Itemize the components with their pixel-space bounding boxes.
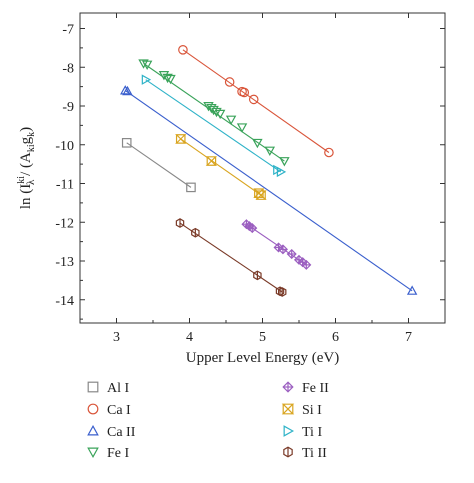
x-tick-label: 4 <box>186 330 193 345</box>
legend-label-fe-ii: Fe II <box>302 381 329 396</box>
legend-item-ca-ii: Ca II <box>87 424 136 440</box>
y-title-mid: / (A <box>18 152 34 180</box>
data-point-si-i <box>255 190 267 200</box>
data-point-fe-ii <box>286 248 297 260</box>
data-point-fe-i <box>138 59 149 69</box>
x-axis-title: Upper Level Energy (eV) <box>186 350 339 366</box>
data-point-fe-i <box>225 115 237 125</box>
x-tick-label: 3 <box>113 330 120 345</box>
data-point-ti-i <box>141 74 152 85</box>
data-point-fe-i <box>264 146 276 156</box>
y-tick-label: -10 <box>55 139 74 154</box>
y-tick-label: -11 <box>56 178 74 193</box>
data-point-ca-ii <box>122 85 133 96</box>
y-title-lambda: λ <box>25 179 37 185</box>
y-tick-label: -7 <box>62 23 74 38</box>
legend-label-ti-i: Ti I <box>302 425 322 440</box>
data-point-fe-i <box>236 123 248 133</box>
data-point-ti-ii <box>253 270 262 281</box>
data-point-fe-i <box>165 74 176 85</box>
data-point-fe-i <box>211 107 222 118</box>
legend: Al I Ca I Ca II Fe I Fe II Si I Ti I Ti II <box>87 381 329 461</box>
data-point-al-i <box>186 182 196 193</box>
y-tick-label: -9 <box>62 100 74 115</box>
legend-marker-ti-ii <box>283 446 293 458</box>
legend-marker-ca-ii <box>87 424 99 436</box>
legend-item-fe-i: Fe I <box>87 446 130 461</box>
data-point-fe-ii <box>277 244 288 255</box>
legend-label-ti-ii: Ti II <box>302 446 327 461</box>
legend-marker-al-i <box>87 381 99 393</box>
data-point-fe-i <box>141 60 153 70</box>
data-point-fe-i <box>279 157 290 167</box>
data-point-fe-ii <box>247 223 258 234</box>
x-tick-label: 5 <box>259 330 266 345</box>
data-point-ca-i <box>324 147 334 158</box>
y-title-g: g <box>18 136 34 144</box>
fit-lines <box>124 49 413 293</box>
legend-item-fe-ii: Fe II <box>282 381 329 396</box>
legend-item-ca-i: Ca I <box>87 403 131 418</box>
data-point-ca-ii <box>406 285 418 295</box>
legend-marker-ti-i <box>283 425 295 437</box>
data-point-fe-i <box>214 109 226 120</box>
fit-line-al-i <box>126 142 192 188</box>
data-point-si-i <box>205 156 218 166</box>
legend-item-ti-i: Ti I <box>283 425 322 440</box>
y-title-sup: ki <box>16 176 27 184</box>
y-title-suffix: ) <box>18 127 34 132</box>
data-point-ti-i <box>276 166 287 178</box>
data-point-ca-ii <box>120 85 131 95</box>
legend-label-si-i: Si I <box>302 403 322 418</box>
data-point-ca-i <box>248 94 259 105</box>
data-point-fe-ii <box>301 259 312 270</box>
legend-label-ca-ii: Ca II <box>107 425 136 440</box>
data-point-ca-i <box>239 87 250 98</box>
legend-label-fe-i: Fe I <box>107 446 130 461</box>
y-title-prefix: ln (I <box>18 184 34 209</box>
x-tick-label: 6 <box>332 330 339 345</box>
y-tick-label: -13 <box>55 255 74 270</box>
data-point-ti-ii <box>277 287 287 297</box>
fit-line-ca-ii <box>124 90 413 292</box>
data-point-ti-ii <box>191 227 200 238</box>
y-title-sub-ki: ki <box>26 144 37 152</box>
legend-marker-si-i <box>281 403 295 415</box>
plot-frame <box>79 12 446 324</box>
legend-item-al-i: Al I <box>87 381 130 396</box>
x-tick-label: 7 <box>405 330 412 345</box>
y-tick-label: -14 <box>55 294 74 309</box>
legend-marker-fe-i <box>87 447 99 459</box>
legend-item-ti-ii: Ti II <box>283 446 327 461</box>
data-point-ca-i <box>224 77 235 87</box>
y-title-sub-k: k <box>26 132 37 137</box>
legend-label-al-i: Al I <box>107 381 130 396</box>
data-point-fe-i <box>252 138 263 149</box>
data-point-al-i <box>121 138 132 148</box>
legend-marker-ca-i <box>87 403 99 415</box>
fit-line-fe-ii <box>246 223 307 266</box>
fit-line-si-i <box>180 138 262 196</box>
data-point-ca-i <box>178 45 188 55</box>
axes: 3 4 5 6 7 -7 -8 -9 -10 -11 -12 -13 -14 <box>55 12 446 345</box>
data-point-si-i <box>175 134 187 144</box>
legend-label-ca-i: Ca I <box>107 403 131 418</box>
data-point-ti-ii <box>175 218 185 228</box>
legend-item-si-i: Si I <box>281 403 322 418</box>
fit-line-ti-i <box>145 79 282 173</box>
y-axis-title: ln (Ikiλ / (Akigk) <box>16 127 37 209</box>
fit-line-ti-ii <box>179 222 283 293</box>
y-tick-label: -8 <box>62 61 74 76</box>
fit-line-ca-i <box>182 49 330 153</box>
data-point-fe-i <box>162 73 173 84</box>
data-points <box>120 45 418 297</box>
y-tick-label: -12 <box>55 216 74 231</box>
legend-marker-fe-ii <box>282 381 294 393</box>
